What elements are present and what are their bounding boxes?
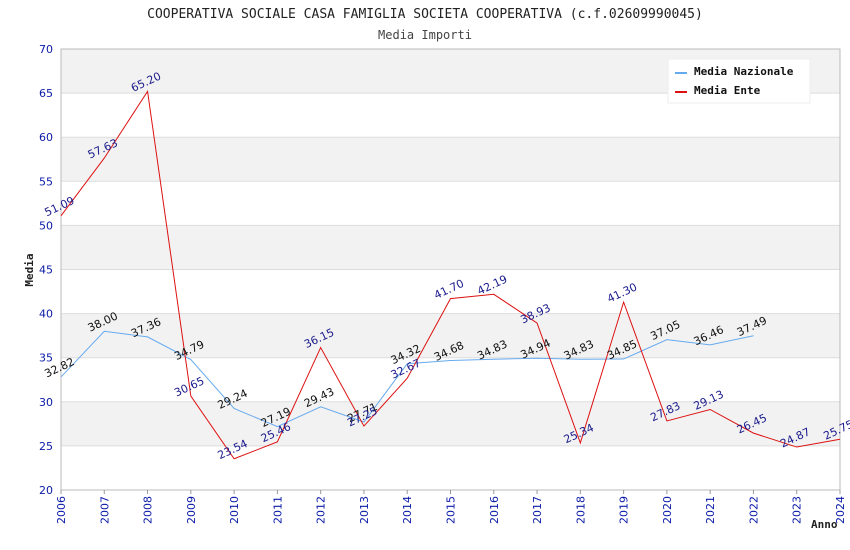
y-tick-label: 55 [39, 175, 53, 188]
y-tick-label: 60 [39, 131, 53, 144]
y-tick-label: 25 [39, 440, 53, 453]
plot-band [61, 313, 840, 358]
x-tick-label: 2006 [55, 496, 68, 524]
legend: Media Nazionale Media Ente [667, 58, 811, 104]
y-tick-label: 30 [39, 396, 53, 409]
plot-band [61, 225, 840, 270]
chart-subtitle: Media Importi [378, 28, 472, 42]
x-tick-label: 2019 [618, 496, 631, 524]
x-tick-label: 2022 [747, 496, 760, 524]
legend-label-media-nazionale: Media Nazionale [694, 65, 794, 78]
x-tick-label: 2013 [358, 496, 371, 524]
plot-band [61, 269, 840, 314]
y-tick-label: 65 [39, 87, 53, 100]
x-tick-label: 2009 [185, 496, 198, 524]
x-tick-label: 2020 [661, 496, 674, 524]
x-tick-label: 2018 [574, 496, 587, 524]
x-axis-ticks: 2006 2007 2008 2009 2010 2011 2012 2013 2014 2015… [55, 490, 847, 524]
y-axis-label: Media [23, 253, 36, 286]
y-tick-label: 20 [39, 484, 53, 497]
x-tick-label: 2011 [271, 496, 284, 524]
plot-band [61, 137, 840, 182]
y-tick-label: 50 [39, 219, 53, 232]
x-tick-label: 2023 [791, 496, 804, 524]
x-axis-label: Anno [811, 518, 838, 531]
legend-box [667, 58, 811, 104]
x-tick-label: 2008 [142, 496, 155, 524]
series-lines [60, 89, 841, 460]
chart-title: COOPERATIVA SOCIALE CASA FAMIGLIA SOCIET… [147, 7, 703, 22]
plot-band [61, 445, 840, 490]
y-tick-label: 45 [39, 264, 53, 277]
series-line-media-nazionale [60, 330, 754, 428]
x-tick-label: 2010 [228, 496, 241, 524]
plot-band [61, 181, 840, 226]
x-tick-label: 2016 [488, 496, 501, 524]
x-tick-label: 2014 [401, 496, 414, 524]
x-tick-label: 2015 [445, 496, 458, 524]
plot-band [61, 401, 840, 446]
y-tick-label: 35 [39, 352, 53, 365]
y-axis-ticks: 20 25 30 35 40 45 50 55 60 65 70 [39, 43, 53, 497]
series-line-media-ente [60, 89, 841, 460]
legend-label-media-ente: Media Ente [694, 84, 761, 97]
x-tick-label: 2021 [704, 496, 717, 524]
y-tick-label: 70 [39, 43, 53, 56]
x-tick-label: 2017 [531, 496, 544, 524]
x-tick-label: 2024 [834, 496, 847, 524]
x-tick-label: 2012 [315, 496, 328, 524]
x-tick-label: 2007 [98, 496, 111, 524]
y-tick-label: 40 [39, 308, 53, 321]
